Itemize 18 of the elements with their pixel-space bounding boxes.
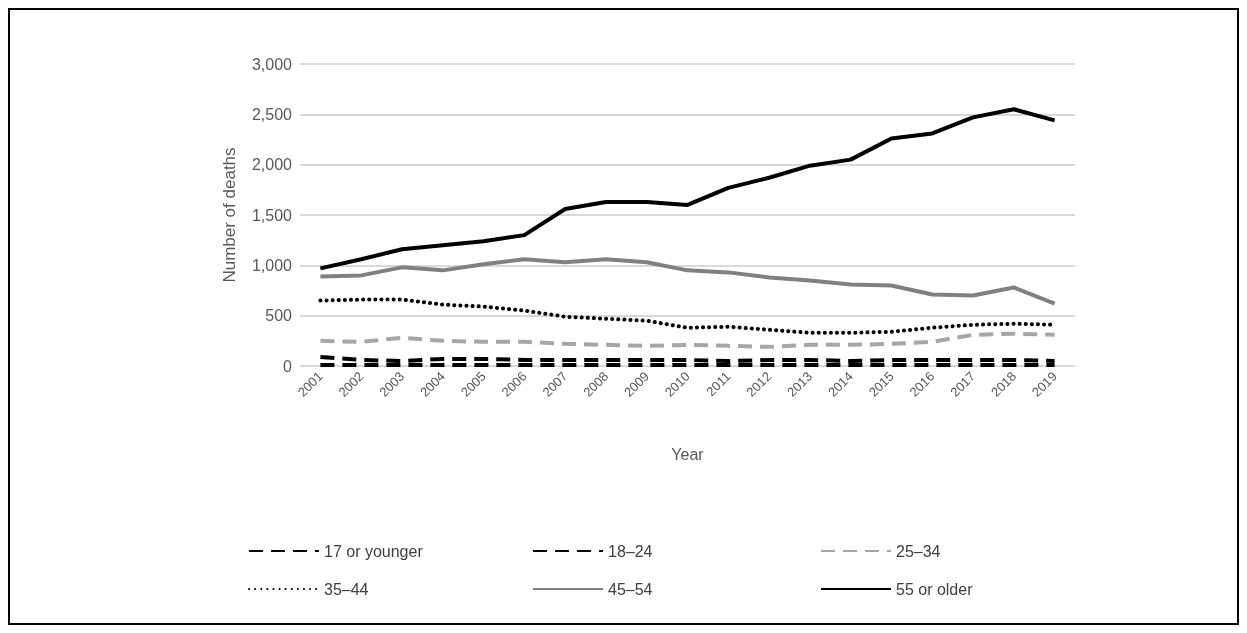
legend-label: 25–34 <box>896 542 941 560</box>
y-tick-label: 3,000 <box>251 55 293 73</box>
legend-label: 55 or older <box>896 580 974 598</box>
y-tick-label: 2,500 <box>251 105 293 123</box>
line-series <box>318 257 1057 306</box>
legend-label: 35–44 <box>324 580 369 598</box>
legend-label: 18–24 <box>608 542 653 560</box>
x-axis-title: Year <box>671 445 705 463</box>
y-tick-label: 1,000 <box>251 256 293 274</box>
y-tick-label: 1,500 <box>251 206 293 224</box>
line-series <box>318 331 1057 349</box>
legend-label: 45–54 <box>608 580 653 598</box>
y-tick-label: 0 <box>283 357 293 375</box>
y-tick-label: 2,000 <box>251 156 293 174</box>
y-tick-label: 500 <box>265 307 293 325</box>
line-series <box>318 107 1057 271</box>
y-axis-title: Number of deaths <box>220 147 239 283</box>
legend-label: 17 or younger <box>324 542 424 560</box>
